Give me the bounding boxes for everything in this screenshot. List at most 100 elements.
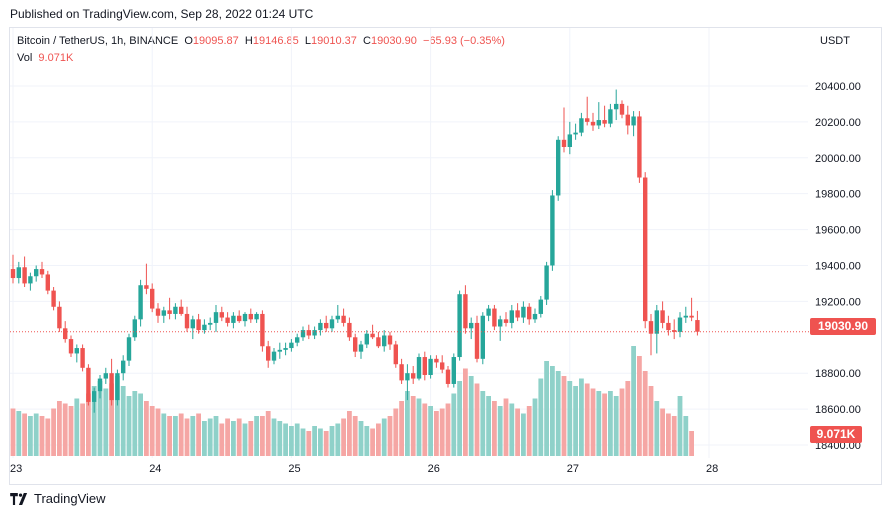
volume-bar	[451, 393, 457, 456]
candle-body	[411, 373, 416, 379]
candle-body	[561, 139, 567, 147]
candle-body	[121, 360, 126, 374]
volume-bar	[347, 411, 352, 456]
volume-bar	[468, 376, 474, 456]
tradingview-logo-icon	[10, 492, 28, 505]
candle-body	[341, 315, 346, 323]
volume-bar	[260, 416, 265, 456]
candle-body	[51, 290, 56, 307]
volume-bar	[358, 421, 364, 456]
candle-body	[474, 322, 480, 359]
candle-body	[596, 120, 601, 126]
volume-bar	[474, 383, 480, 456]
candle-body	[248, 313, 253, 320]
y-tick-label: 20200.00	[815, 117, 861, 129]
volume-bar	[538, 378, 544, 456]
volume-label: Vol	[17, 52, 33, 64]
volume-bar	[225, 418, 230, 456]
volume-bar	[463, 368, 468, 456]
candle-body	[457, 294, 462, 358]
candle-body	[306, 330, 311, 336]
chart-frame[interactable]	[9, 27, 882, 485]
candle-body	[144, 285, 149, 289]
candle-body	[445, 369, 451, 384]
volume-bar	[242, 423, 248, 456]
candle-body	[132, 319, 137, 338]
candle-body	[527, 306, 532, 320]
candle-body	[324, 322, 329, 329]
y-tick-label: 19800.00	[815, 189, 861, 201]
volume-bar	[439, 408, 445, 456]
volume-bar	[497, 406, 503, 456]
volume-bar	[509, 403, 515, 456]
candle-body	[515, 310, 520, 318]
volume-bar	[683, 416, 689, 456]
volume-bar	[190, 416, 196, 456]
volume-bar	[590, 388, 596, 456]
footer-brand[interactable]: TradingView	[10, 491, 106, 506]
volume-bar	[161, 413, 167, 456]
volume-bar	[515, 408, 520, 456]
volume-bar	[22, 413, 27, 456]
volume-bar	[625, 381, 631, 456]
candle-body	[213, 312, 219, 323]
candle-body	[405, 373, 410, 381]
candle-body	[57, 306, 62, 329]
candle-body	[666, 322, 671, 331]
candle-body	[370, 333, 375, 338]
candle-body	[492, 308, 497, 327]
volume-bar	[521, 413, 526, 456]
low-label: L	[304, 35, 311, 47]
symbol-name: Bitcoin / TetherUS, 1h, BINANCE	[17, 35, 179, 47]
volume-bar	[323, 431, 329, 456]
candle-body	[619, 103, 625, 115]
volume-bar	[608, 391, 613, 456]
candle-body	[318, 322, 323, 331]
volume-bar	[62, 403, 68, 456]
candle-body	[625, 114, 630, 126]
volume-bar	[109, 383, 114, 456]
volume-bar	[132, 391, 138, 456]
volume-bar	[364, 426, 370, 456]
time-axis: 23 24 25 26 27 28	[10, 463, 718, 475]
last-volume-badge: 9.071K	[810, 426, 862, 443]
candle-body	[179, 306, 184, 314]
candle-body	[92, 391, 97, 402]
x-tick-label: 24	[149, 463, 161, 475]
volume-bar	[335, 423, 341, 456]
x-tick-label: 25	[288, 463, 300, 475]
volume-bar	[33, 413, 39, 456]
candle-body	[184, 313, 190, 329]
volume-bar	[16, 411, 22, 456]
volume-bar	[602, 393, 607, 456]
candle-body	[335, 315, 340, 320]
candle-body	[97, 378, 103, 392]
volume-bar	[173, 416, 178, 456]
candle-body	[68, 339, 74, 354]
volume-bar	[573, 386, 578, 456]
candle-body	[434, 358, 439, 363]
candle-body	[579, 118, 584, 133]
candle-body	[138, 285, 143, 320]
candle-body	[399, 364, 404, 381]
volume-bar	[149, 406, 155, 456]
candle-body	[376, 337, 381, 347]
candle-body	[242, 313, 248, 322]
volume-bar	[503, 398, 509, 456]
candle-body	[196, 319, 201, 331]
candle-body	[573, 132, 578, 135]
volume-bar	[254, 416, 259, 456]
candle-body	[63, 328, 68, 340]
candle-body	[631, 116, 636, 126]
candle-body	[614, 103, 619, 110]
volume-bar	[144, 401, 149, 456]
low-value: 19010.37	[311, 35, 357, 47]
candle-body	[289, 342, 294, 349]
high-value: 19146.85	[252, 35, 299, 47]
volume-bar	[196, 413, 201, 456]
candle-body	[532, 313, 538, 320]
volume-bar	[671, 416, 677, 456]
y-tick-label: 19200.00	[815, 296, 861, 308]
candle-body	[115, 373, 120, 401]
